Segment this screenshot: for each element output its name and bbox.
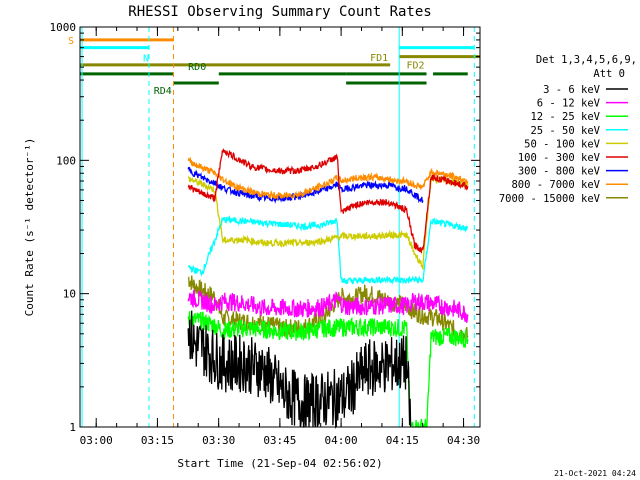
series-layer [187,148,469,429]
y-axis: 1 10 100 1000 [50,21,480,434]
legend-label: 6 - 12 keV [537,98,601,110]
x-tick-label: 04:15 [386,434,419,447]
legend-label: 300 - 800 keV [518,166,601,178]
x-tick-label: 03:30 [202,434,235,447]
plot-frame [79,26,481,428]
state-label-n: N [143,54,149,65]
legend-label: 100 - 300 keV [518,152,601,164]
legend-header-line-2: Att 0 [593,68,625,80]
state-label-fd2: FD2 [407,61,425,72]
y-tick-label: 1000 [50,21,77,34]
footer-timestamp: 21-Oct-2021 04:24 [554,469,636,478]
x-tick-label: 03:00 [80,434,113,447]
plot-area: S N FD1 FD2 RD0 RD4 [68,27,480,429]
y-tick-label: 10 [63,288,76,301]
legend-label: 50 - 100 keV [524,138,601,150]
series-line [187,311,469,429]
x-tick-label: 03:45 [263,434,296,447]
series-line [187,175,469,270]
y-axis-label: Count Rate (s⁻¹ detector⁻¹) [23,138,36,317]
series-line [187,148,469,255]
series-line [187,215,469,285]
y-tick-label: 1 [69,421,76,434]
x-tick-label: 04:30 [447,434,480,447]
y-tick-label: 100 [56,154,76,167]
x-axis: 03:00 03:15 03:30 03:45 04:00 04:15 04:30 [80,27,480,447]
x-tick-label: 03:15 [141,434,174,447]
legend-label: 800 - 7000 keV [511,179,600,191]
legend-label: 7000 - 15000 keV [499,193,601,205]
series-line [187,156,469,202]
legend-label: 3 - 6 keV [543,84,601,96]
legend-header-line-1: Det 1,3,4,5,6,9, [536,54,637,66]
chart-title: RHESSI Observing Summary Count Rates [128,4,431,20]
series-line [187,166,424,204]
state-label-fd1: FD1 [370,53,388,64]
series-line [187,289,469,323]
legend-label: 25 - 50 keV [530,125,600,137]
legend-label: 12 - 25 keV [530,111,600,123]
series-line [187,275,469,345]
state-label-rd4: RD4 [154,86,172,97]
annotation-layer: S N FD1 FD2 RD0 RD4 [68,27,480,427]
state-label-rd0: RD0 [188,62,206,73]
state-label-s: S [68,36,74,47]
legend: Det 1,3,4,5,6,9, Att 0 3 - 6 keV 6 - 12 keV… [499,54,637,205]
x-tick-label: 04:00 [325,434,358,447]
x-axis-label: Start Time (21-Sep-04 02:56:02) [177,457,382,470]
series-line [187,310,412,429]
